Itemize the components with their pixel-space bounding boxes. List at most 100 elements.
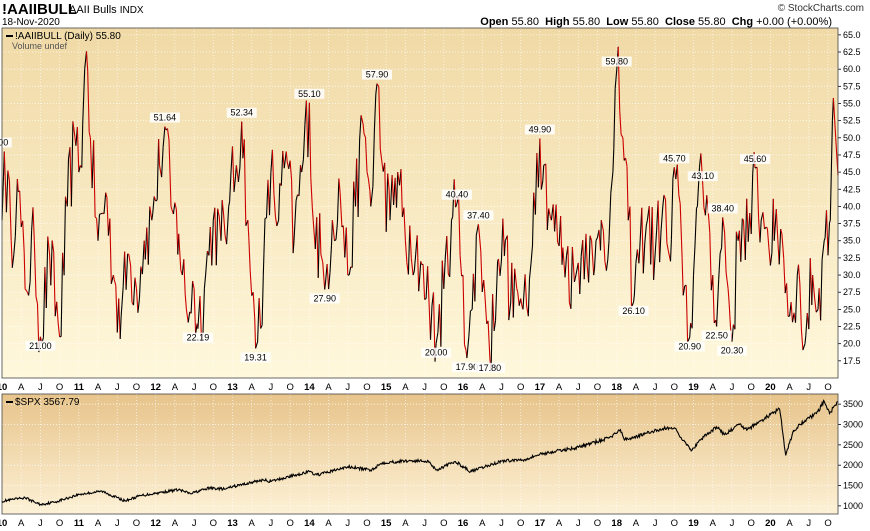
bull-segment xyxy=(16,178,19,192)
bull-segment xyxy=(508,302,512,321)
bull-panel-border xyxy=(1,27,839,379)
bull-segment xyxy=(531,192,535,246)
bull-segment xyxy=(249,270,253,296)
copyright-link[interactable]: © StockCharts.com xyxy=(777,3,864,14)
bull-segment xyxy=(483,288,488,324)
bull-segment xyxy=(78,165,81,173)
x-tick-label: J xyxy=(38,382,43,393)
bull-segment xyxy=(811,275,814,305)
y-tick-label: 30.0 xyxy=(843,270,861,280)
x-tick-label: J xyxy=(115,382,120,393)
bull-segment xyxy=(825,210,829,256)
bull-segment xyxy=(762,212,766,229)
bull-segment xyxy=(66,158,70,207)
spx-series-line xyxy=(1,399,839,507)
bull-segment xyxy=(72,121,76,138)
bull-segment xyxy=(258,298,262,329)
y-tick-label: 32.5 xyxy=(843,253,861,263)
bull-segment xyxy=(657,200,661,263)
bull-segment xyxy=(731,324,734,342)
x-tick-label: 12 xyxy=(150,518,161,529)
bull-segment xyxy=(248,237,251,271)
bull-segment xyxy=(747,213,751,242)
annotation-bg xyxy=(618,305,649,316)
bull-segment xyxy=(480,251,483,292)
bull-segment xyxy=(696,206,698,209)
y-tick-label: 57.5 xyxy=(843,81,861,91)
bull-segment xyxy=(276,220,280,227)
x-tick-label: 15 xyxy=(381,518,392,529)
bull-segment xyxy=(660,206,664,232)
bull-segment xyxy=(468,311,471,337)
bull-segment xyxy=(664,199,668,244)
close-value: 55.80 xyxy=(698,16,726,28)
x-tick-label: O xyxy=(286,518,293,529)
bull-segment xyxy=(633,263,637,295)
bull-segment xyxy=(63,196,67,276)
bull-segment xyxy=(718,253,721,280)
bull-segment xyxy=(548,208,551,217)
x-tick-label: J xyxy=(730,518,735,529)
bull-segment xyxy=(338,178,341,193)
bull-segment xyxy=(372,129,375,187)
annotation-bg xyxy=(361,69,392,80)
bull-segment xyxy=(487,320,491,359)
x-tick-label: A xyxy=(556,382,563,393)
bull-segment xyxy=(593,240,597,269)
bull-segment xyxy=(35,296,39,305)
bull-segment xyxy=(295,194,299,201)
open-value: 55.80 xyxy=(511,16,539,28)
bull-segment xyxy=(147,206,151,265)
bull-segment xyxy=(670,178,674,240)
y-tick-label: 45.0 xyxy=(843,167,861,177)
x-tick-label: J xyxy=(345,382,350,393)
bull-segment xyxy=(821,240,825,260)
x-tick-label: J xyxy=(192,518,197,529)
bull-segment xyxy=(679,203,683,255)
peak-annotation: 22.19 xyxy=(187,333,210,343)
bull-segment xyxy=(622,137,625,161)
bull-segment xyxy=(217,208,220,217)
peak-annotation: 20.90 xyxy=(678,342,701,352)
bull-segment xyxy=(185,309,189,323)
bull-segment xyxy=(641,207,644,274)
bull-segment xyxy=(418,261,422,292)
bull-segment xyxy=(292,240,295,254)
bull-segment xyxy=(119,316,122,339)
bull-segment xyxy=(33,240,37,297)
peak-annotation: 49.90 xyxy=(529,124,552,134)
bull-segment xyxy=(22,220,25,253)
chart-date: 18-Nov-2020 xyxy=(2,17,60,28)
bull-segment xyxy=(56,301,59,324)
bull-segment xyxy=(827,222,831,256)
bull-segment xyxy=(97,214,101,241)
bull-segment xyxy=(310,177,313,208)
x-tick-label: O xyxy=(440,518,447,529)
x-tick-label: 13 xyxy=(227,518,238,529)
y-tick-label: 25.0 xyxy=(843,304,861,314)
x-tick-label: A xyxy=(556,518,563,529)
bull-legend-label: !AAIIBULL (Daily) 55.80 xyxy=(15,31,121,42)
bull-segment xyxy=(211,220,214,266)
bull-segment xyxy=(719,247,723,254)
x-tick-label: A xyxy=(18,518,25,529)
y-tick-label: 20.0 xyxy=(843,339,861,349)
x-tick-label: A xyxy=(710,382,717,393)
bull-segment xyxy=(499,261,502,276)
bull-segment xyxy=(7,170,10,181)
bull-segment xyxy=(769,252,773,266)
bull-segment xyxy=(613,88,616,149)
bull-segment xyxy=(410,258,414,276)
bull-segment xyxy=(268,172,272,216)
bull-segment xyxy=(773,209,777,241)
annotation-bg xyxy=(309,293,340,304)
bull-segment xyxy=(152,196,155,214)
bull-segment xyxy=(602,231,606,262)
bull-segment xyxy=(247,220,250,238)
bull-segment xyxy=(28,281,31,296)
bull-segment xyxy=(166,128,170,141)
bull-segment xyxy=(135,288,139,313)
x-tick-label: 10 xyxy=(0,382,7,393)
bull-segment xyxy=(583,233,587,280)
bull-segment xyxy=(642,242,646,274)
